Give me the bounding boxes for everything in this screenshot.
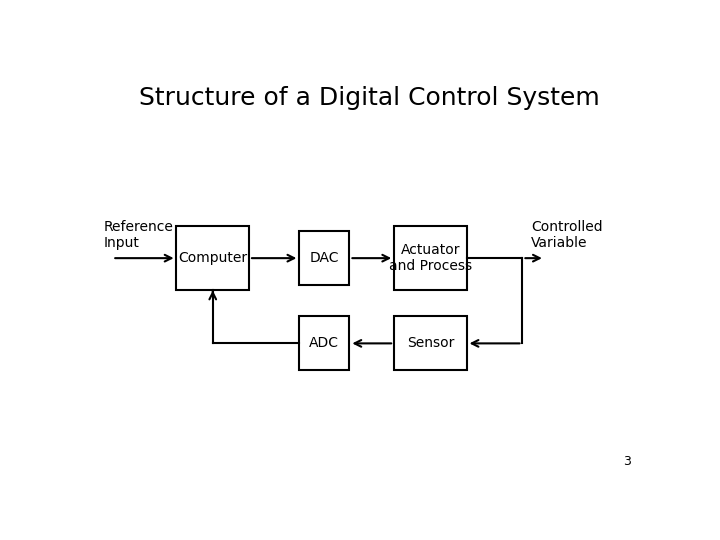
Text: ADC: ADC [310, 336, 339, 350]
Bar [176, 226, 249, 291]
Bar [300, 316, 349, 370]
Text: Reference
Input: Reference Input [104, 220, 174, 251]
Text: Structure of a Digital Control System: Structure of a Digital Control System [139, 85, 599, 110]
Text: Controlled
Variable: Controlled Variable [531, 220, 603, 251]
Bar [394, 226, 467, 291]
Text: Actuator
and Process: Actuator and Process [389, 243, 472, 273]
Text: DAC: DAC [310, 251, 339, 265]
Text: 3: 3 [624, 455, 631, 468]
Bar [300, 231, 349, 285]
Text: Computer: Computer [178, 251, 248, 265]
Bar [394, 316, 467, 370]
Text: Sensor: Sensor [407, 336, 454, 350]
